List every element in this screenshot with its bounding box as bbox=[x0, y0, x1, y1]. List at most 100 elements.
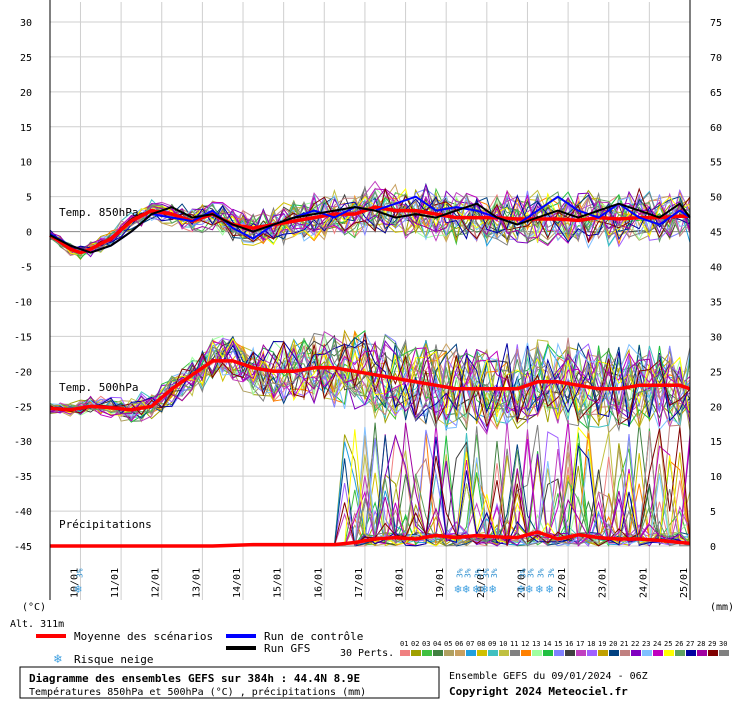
pert-line-500 bbox=[49, 335, 691, 428]
left-tick-label: 20 bbox=[20, 88, 32, 99]
title-box bbox=[19, 666, 440, 699]
snowflake-icon: ❄ bbox=[526, 582, 533, 596]
right-tick-label: 50 bbox=[710, 193, 722, 204]
pert-number: 15 bbox=[554, 640, 562, 648]
date-tick-label: 20/01 bbox=[476, 568, 487, 598]
right-tick-label: 10 bbox=[710, 472, 722, 483]
snow-risk-percent: 3% bbox=[464, 568, 473, 578]
pert-swatch bbox=[510, 650, 520, 656]
pert-number: 25 bbox=[664, 640, 672, 648]
pert-number: 26 bbox=[675, 640, 683, 648]
left-tick-label: -30 bbox=[14, 437, 32, 448]
pert-number: 14 bbox=[543, 640, 551, 648]
right-tick-label: 40 bbox=[710, 263, 722, 274]
right-tick-label: 75 bbox=[710, 18, 722, 29]
right-tick-label: 35 bbox=[710, 297, 722, 308]
left-tick-label: -5 bbox=[20, 263, 32, 274]
snowflake-icon: ❄ bbox=[473, 582, 480, 596]
pert-swatch bbox=[554, 650, 564, 656]
t850-label: Temp. 850hPa bbox=[59, 206, 138, 219]
t500-label: Temp. 500hPa bbox=[59, 381, 138, 394]
pert-line-850 bbox=[49, 188, 691, 253]
pert-swatch bbox=[664, 650, 674, 656]
left-tick-label: -15 bbox=[14, 332, 32, 343]
snowflake-icon: ❄ bbox=[463, 582, 470, 596]
pert-swatch bbox=[686, 650, 696, 656]
date-tick-label: 16/01 bbox=[313, 568, 324, 598]
pert-number: 24 bbox=[653, 640, 661, 648]
copyright: Copyright 2024 Meteociel.fr bbox=[449, 685, 628, 698]
right-tick-label: 5 bbox=[710, 507, 716, 518]
series-lines bbox=[49, 195, 691, 548]
left-tick-label: 0 bbox=[26, 228, 32, 239]
left-tick-label: 25 bbox=[20, 53, 32, 64]
date-tick-label: 22/01 bbox=[557, 568, 568, 598]
pert-number: 06 bbox=[455, 640, 463, 648]
date-tick-label: 13/01 bbox=[191, 568, 202, 598]
snow-risk-percent: 3% bbox=[518, 568, 527, 578]
pert-number: 02 bbox=[411, 640, 419, 648]
snowflake-icon: ❄ bbox=[536, 582, 543, 596]
pert-swatch bbox=[433, 650, 443, 656]
pert-number: 05 bbox=[444, 640, 452, 648]
date-tick-label: 11/01 bbox=[110, 568, 121, 598]
pert-line-850 bbox=[49, 184, 691, 258]
left-tick-label: -40 bbox=[14, 507, 32, 518]
altitude-label: Alt. 311m bbox=[10, 619, 64, 630]
perturbation-lines bbox=[49, 180, 691, 547]
pert-swatch bbox=[708, 650, 718, 656]
pert-number: 10 bbox=[499, 640, 507, 648]
right-tick-label: 65 bbox=[710, 88, 722, 99]
left-tick-label: 10 bbox=[20, 158, 32, 169]
precip-label: Précipitations bbox=[59, 518, 152, 531]
pert-swatch bbox=[532, 650, 542, 656]
pert-swatch bbox=[620, 650, 630, 656]
pert-swatch bbox=[697, 650, 707, 656]
pert-number: 16 bbox=[565, 640, 573, 648]
pert-number: 22 bbox=[631, 640, 639, 648]
pert-line-500 bbox=[49, 329, 691, 428]
pert-swatch bbox=[455, 650, 465, 656]
pert-swatch bbox=[400, 650, 410, 656]
pert-number: 29 bbox=[708, 640, 716, 648]
legend-gfs-label: Run GFS bbox=[264, 642, 310, 655]
pert-swatch bbox=[675, 650, 685, 656]
snow-risk-percent: 3% bbox=[527, 568, 536, 578]
pert-swatch bbox=[565, 650, 575, 656]
pert-swatch bbox=[466, 650, 476, 656]
pert-number: 08 bbox=[477, 640, 485, 648]
right-tick-label: 60 bbox=[710, 123, 722, 134]
date-tick-label: 25/01 bbox=[679, 568, 690, 598]
snowflake-icon: ❄ bbox=[53, 652, 62, 667]
snowflake-icon: ❄ bbox=[546, 582, 553, 596]
right-tick-label: 0 bbox=[710, 542, 716, 553]
pert-swatch bbox=[653, 650, 663, 656]
pert-swatch bbox=[642, 650, 652, 656]
pert-line-850 bbox=[49, 190, 691, 257]
left-tick-label: -20 bbox=[14, 367, 32, 378]
pert-number: 09 bbox=[488, 640, 496, 648]
pert-number: 01 bbox=[400, 640, 408, 648]
pert-number: 17 bbox=[576, 640, 584, 648]
date-tick-label: 12/01 bbox=[151, 568, 162, 598]
left-tick-label: 15 bbox=[20, 123, 32, 134]
gfs-run-line bbox=[49, 202, 691, 254]
snow-risk-percent: 3% bbox=[537, 568, 546, 578]
mean-line bbox=[49, 205, 690, 255]
pert-number: 13 bbox=[532, 640, 540, 648]
left-tick-label: -10 bbox=[14, 297, 32, 308]
chart-title: Diagramme des ensembles GEFS sur 384h : … bbox=[29, 672, 360, 685]
snowflake-icon: ❄ bbox=[489, 582, 496, 596]
pert-number: 23 bbox=[642, 640, 650, 648]
snow-risk-percent: 3% bbox=[75, 568, 84, 578]
pert-swatch bbox=[609, 650, 619, 656]
pert-swatch bbox=[488, 650, 498, 656]
pert-swatch bbox=[477, 650, 487, 656]
legend-control-label: Run de contrôle bbox=[264, 630, 363, 643]
snowflake-icon: ❄ bbox=[481, 582, 488, 596]
pert-number: 30 bbox=[719, 640, 727, 648]
snowflake-icon: ❄ bbox=[454, 582, 461, 596]
pert-number: 20 bbox=[609, 640, 617, 648]
